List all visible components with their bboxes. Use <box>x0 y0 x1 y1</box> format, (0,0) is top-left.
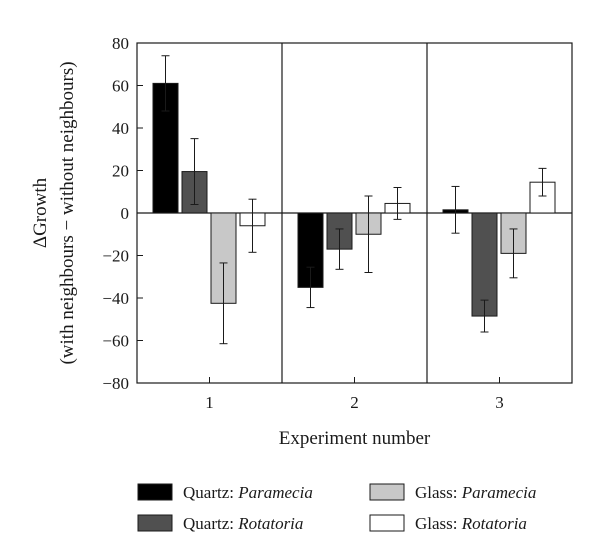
x-tick-label: 1 <box>205 393 214 412</box>
legend-label-prefix: Glass: <box>415 514 462 533</box>
legend-label-prefix: Quartz: <box>183 514 238 533</box>
legend-swatch <box>137 514 173 532</box>
error-bar <box>306 266 315 309</box>
y-axis-title-line2: (with neighbours − without neighbours) <box>57 61 78 364</box>
error-bar <box>248 198 257 253</box>
y-tick-label: 40 <box>112 119 129 138</box>
legend-label: Quartz: Paramecia <box>183 483 313 502</box>
legend: Quartz: Paramecia Glass: ParameciaQuartz:… <box>137 483 536 533</box>
error-bar <box>335 228 344 270</box>
error-bar <box>538 167 547 197</box>
x-axis-title: Experiment number <box>279 428 431 449</box>
legend-item: Quartz: Rotatoria <box>137 514 303 533</box>
legend-label: Quartz: Rotatoria <box>183 514 303 533</box>
legend-label-prefix: Glass: <box>415 483 462 502</box>
legend-swatch <box>137 483 173 501</box>
y-tick-label: −20 <box>102 247 129 266</box>
error-bar <box>451 185 460 234</box>
legend-label: Glass: Rotatoria <box>415 514 527 533</box>
x-axis-ticks: 1 2 3 <box>205 377 504 412</box>
y-tick-label: 0 <box>121 204 130 223</box>
error-bar <box>364 195 373 273</box>
error-bars <box>161 55 547 345</box>
error-bar <box>509 228 518 279</box>
error-bar <box>190 138 199 205</box>
legend-label-species: Rotatoria <box>237 514 303 533</box>
legend-label-prefix: Quartz: <box>183 483 238 502</box>
error-bar <box>219 262 228 345</box>
legend-item: Glass: Rotatoria <box>369 514 527 533</box>
legend-label: Glass: Paramecia <box>415 483 536 502</box>
error-bar <box>393 187 402 220</box>
y-tick-label: 60 <box>112 77 129 96</box>
y-tick-label: 80 <box>112 34 129 53</box>
y-tick-label: 20 <box>112 162 129 181</box>
legend-label-species: Paramecia <box>461 483 537 502</box>
legend-swatch <box>369 483 405 501</box>
x-tick-label: 2 <box>350 393 359 412</box>
legend-item: Glass: Paramecia <box>369 483 536 502</box>
legend-label-species: Rotatoria <box>461 514 527 533</box>
y-axis-title-line1: ΔGrowth <box>30 177 51 248</box>
y-tick-label: −60 <box>102 332 129 351</box>
error-bar <box>161 55 170 112</box>
y-axis-title: ΔGrowth (with neighbours − without neigh… <box>30 61 78 364</box>
error-bar <box>480 299 489 333</box>
y-tick-label: −80 <box>102 374 129 393</box>
x-tick-label: 3 <box>495 393 504 412</box>
legend-swatch <box>369 514 405 532</box>
y-axis-ticks: 80 60 40 20 0 −20 −40 −60 −80 <box>102 34 143 393</box>
bars <box>152 82 556 317</box>
y-tick-label: −40 <box>102 289 129 308</box>
legend-item: Quartz: Paramecia <box>137 483 313 502</box>
legend-label-species: Paramecia <box>237 483 313 502</box>
